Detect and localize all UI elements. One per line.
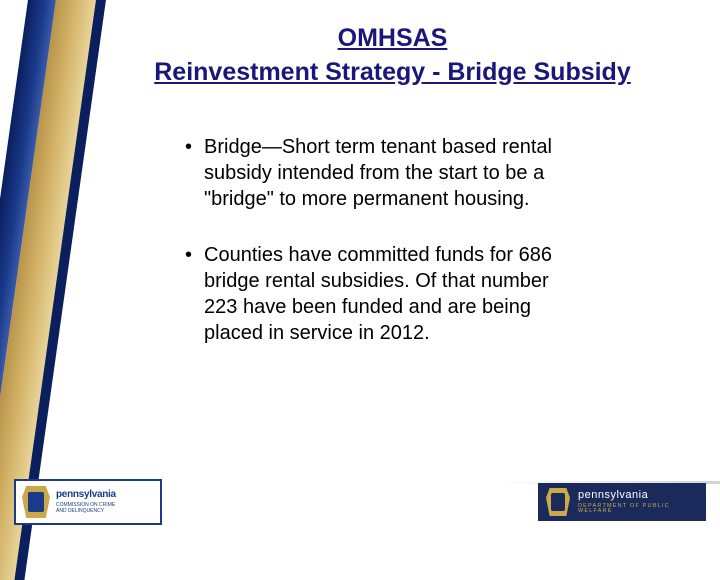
list-item: • Bridge—Short term tenant based rental … xyxy=(185,134,570,212)
logo-state-label: pennsylvania xyxy=(56,490,116,500)
footer: pennsylvania COMMISSION ON CRIME AND DEL… xyxy=(14,478,706,526)
list-item: • Counties have committed funds for 686 … xyxy=(185,242,570,346)
logo-state-label: pennsylvania xyxy=(578,490,698,501)
logo-dept-label: COMMISSION ON CRIME AND DELINQUENCY xyxy=(56,502,116,514)
slide-content: OMHSAS Reinvestment Strategy - Bridge Su… xyxy=(95,22,690,376)
bullet-marker-icon: • xyxy=(185,242,192,346)
logo-dpw: pennsylvania DEPARTMENT OF PUBLIC WELFAR… xyxy=(538,483,706,521)
logo-right-text: pennsylvania DEPARTMENT OF PUBLIC WELFAR… xyxy=(578,490,698,515)
bullet-list: • Bridge—Short term tenant based rental … xyxy=(185,134,570,346)
keystone-icon xyxy=(22,486,50,518)
logo-pccd: pennsylvania COMMISSION ON CRIME AND DEL… xyxy=(14,479,162,525)
title-line-1: OMHSAS xyxy=(338,24,448,52)
bullet-text: Bridge—Short term tenant based rental su… xyxy=(204,134,570,212)
logo-dept-label: DEPARTMENT OF PUBLIC WELFARE xyxy=(578,504,698,515)
slide-title: OMHSAS Reinvestment Strategy - Bridge Su… xyxy=(95,22,690,90)
logo-left-text: pennsylvania COMMISSION ON CRIME AND DEL… xyxy=(56,490,116,514)
keystone-icon xyxy=(546,488,570,516)
bullet-text: Counties have committed funds for 686 br… xyxy=(204,242,570,346)
bullet-marker-icon: • xyxy=(185,134,192,212)
title-line-2: Reinvestment Strategy - Bridge Subsidy xyxy=(154,58,631,86)
